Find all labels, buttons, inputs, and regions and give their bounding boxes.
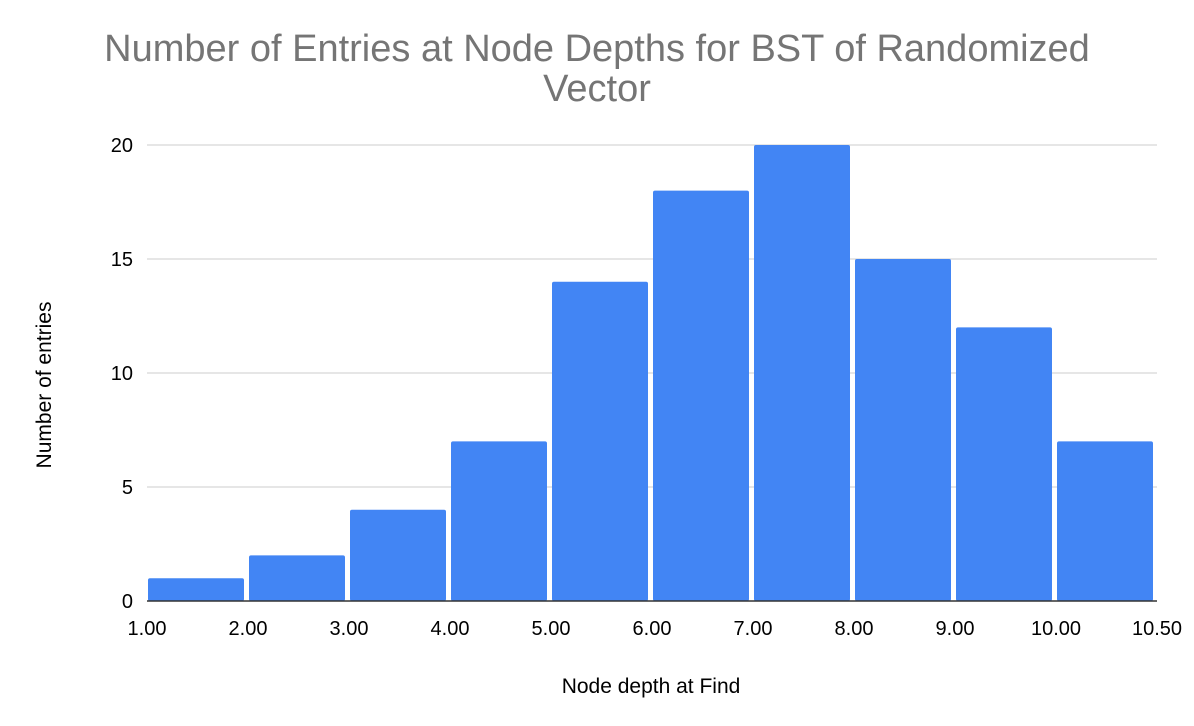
x-tick-label: 1.00	[128, 618, 167, 640]
x-tick-label: 10.00	[1031, 618, 1081, 640]
histogram-bar	[552, 281, 648, 601]
histogram-bar	[754, 145, 850, 601]
x-tick-label: 5.00	[532, 618, 571, 640]
x-tick-label: 4.00	[431, 618, 470, 640]
histogram-bar	[249, 555, 345, 601]
histogram-bar	[1057, 441, 1153, 601]
x-axis-ticks: 1.00 2.00 3.00 4.00 5.00 6.00 7.00 8.00 9.00 10.0…	[128, 618, 1183, 640]
histogram-bar	[148, 578, 244, 601]
histogram-bar	[451, 441, 547, 601]
y-tick-label: 20	[111, 135, 133, 157]
x-tick-label: 8.00	[835, 618, 874, 640]
y-axis-ticks: 0 5 10 15 20	[111, 135, 133, 613]
y-tick-label: 10	[111, 363, 133, 385]
bars	[148, 145, 1153, 601]
histogram-bar	[855, 259, 951, 601]
y-tick-label: 15	[111, 249, 133, 271]
y-axis-title: Number of entries	[33, 302, 56, 469]
histogram-bar	[350, 509, 446, 601]
x-tick-label: 10.50	[1132, 618, 1182, 640]
chart-title-line-2: Vector	[543, 68, 651, 110]
y-tick-label: 5	[122, 477, 133, 499]
x-tick-label: 9.00	[936, 618, 975, 640]
y-tick-label: 0	[122, 591, 133, 613]
histogram-bar	[956, 327, 1052, 601]
x-tick-label: 6.00	[633, 618, 672, 640]
histogram-bar	[653, 190, 749, 601]
x-tick-label: 3.00	[330, 618, 369, 640]
x-tick-label: 2.00	[229, 618, 268, 640]
chart-title-line-1: Number of Entries at Node Depths for BST…	[104, 28, 1090, 70]
x-tick-label: 7.00	[734, 618, 773, 640]
x-axis-title: Node depth at Find	[562, 675, 741, 698]
